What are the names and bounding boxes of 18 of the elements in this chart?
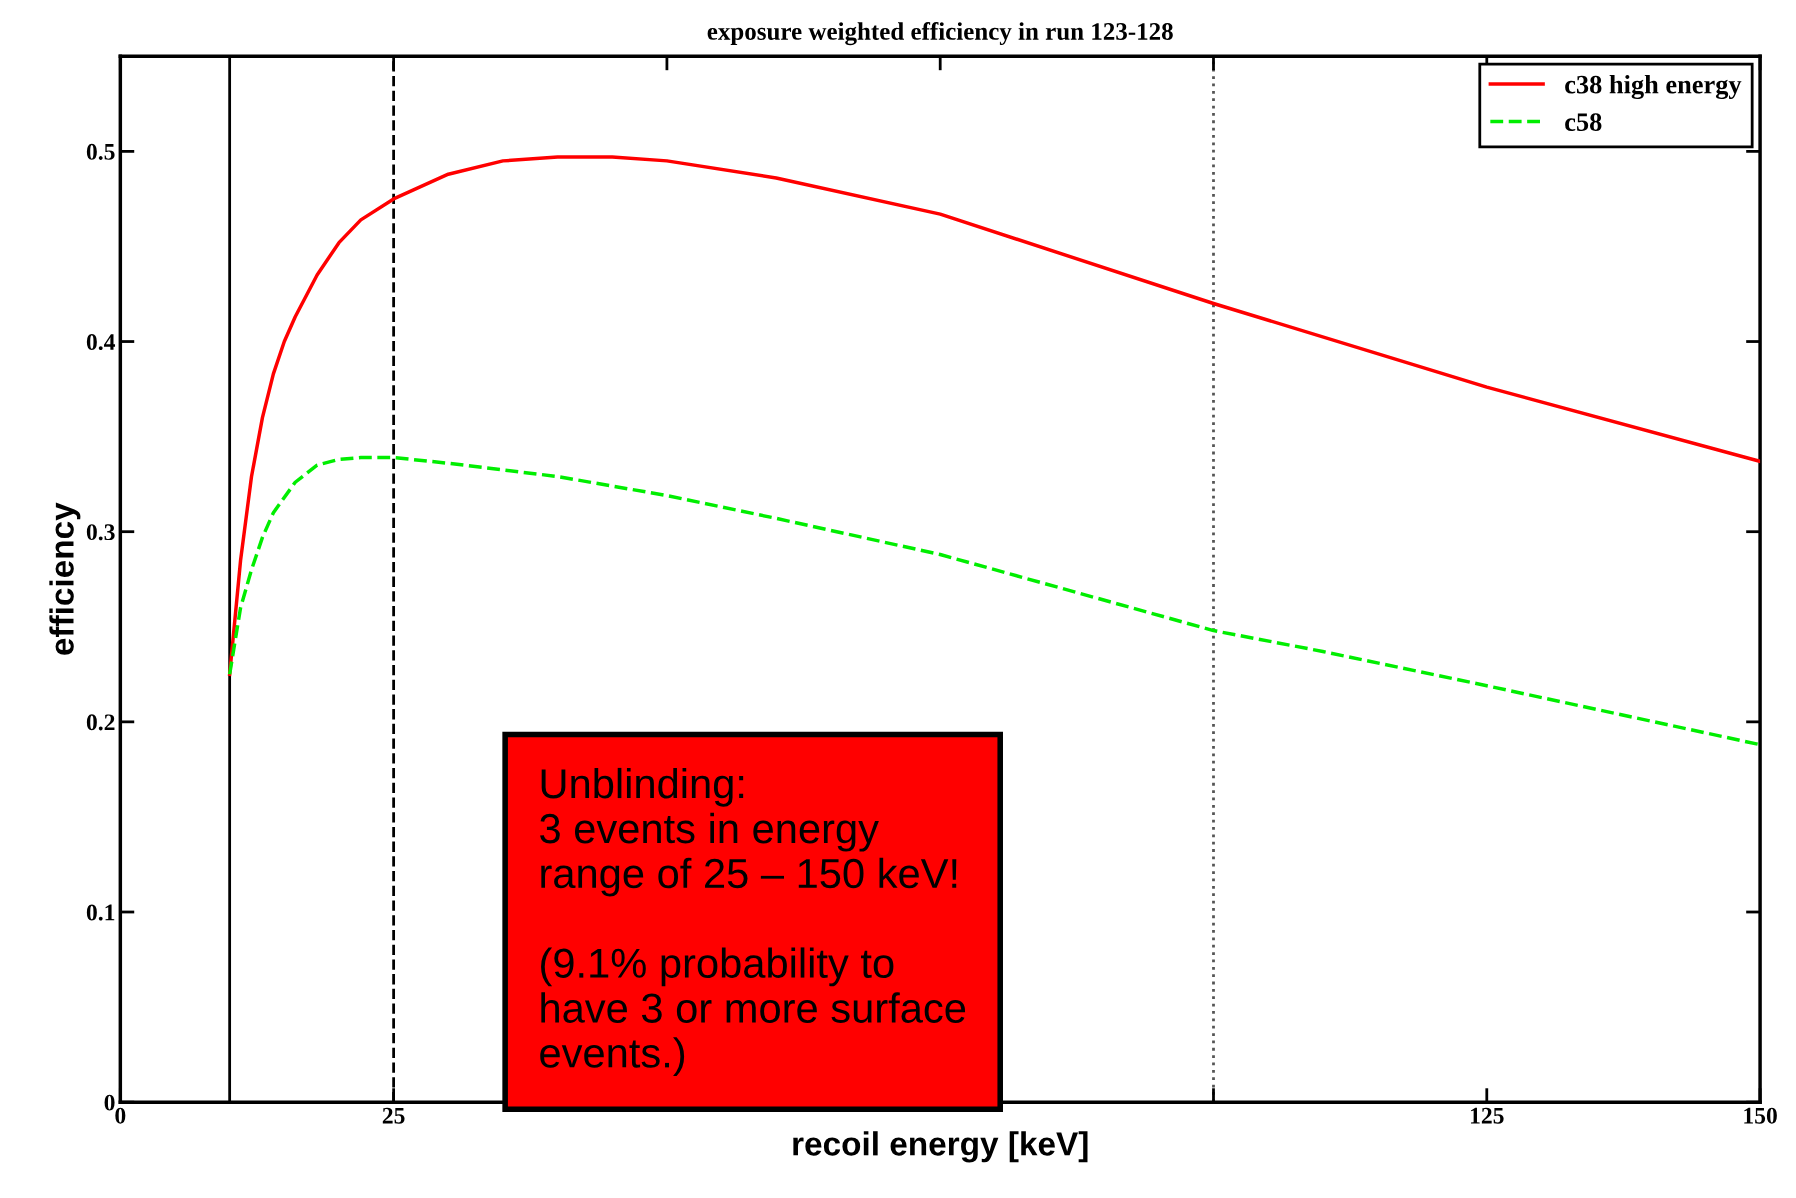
y-tick-label: 0.1	[86, 904, 115, 921]
chart-title: exposure weighted efficiency in run 123-128	[707, 22, 1173, 46]
line-series	[227, 455, 1761, 747]
x-tick-label: 0	[115, 1107, 126, 1124]
x-tick-label: 150	[1744, 1107, 1777, 1124]
y-axis-title: efficiency	[49, 502, 81, 655]
y-tick-label: 0	[104, 1094, 115, 1111]
text: Unblinding: 3 events in energy range of 25 – 150 keV! (9.1% probability to have 3 or more surface events.)	[540, 767, 966, 1076]
x-tick-label: 125	[1470, 1107, 1504, 1124]
line-series	[227, 155, 1761, 677]
legend-label: c38 high energy	[1565, 74, 1742, 100]
y-tick-label: 0.5	[86, 143, 115, 160]
y-tick-label: 0.2	[86, 714, 115, 731]
y-tick-label: 0.3	[86, 524, 115, 541]
legend-label: c58	[1565, 113, 1602, 131]
x-tick-label: 25	[382, 1107, 405, 1124]
x-axis-title: recoil energy [keV]	[793, 1131, 1088, 1163]
y-tick-label: 0.4	[86, 334, 116, 351]
